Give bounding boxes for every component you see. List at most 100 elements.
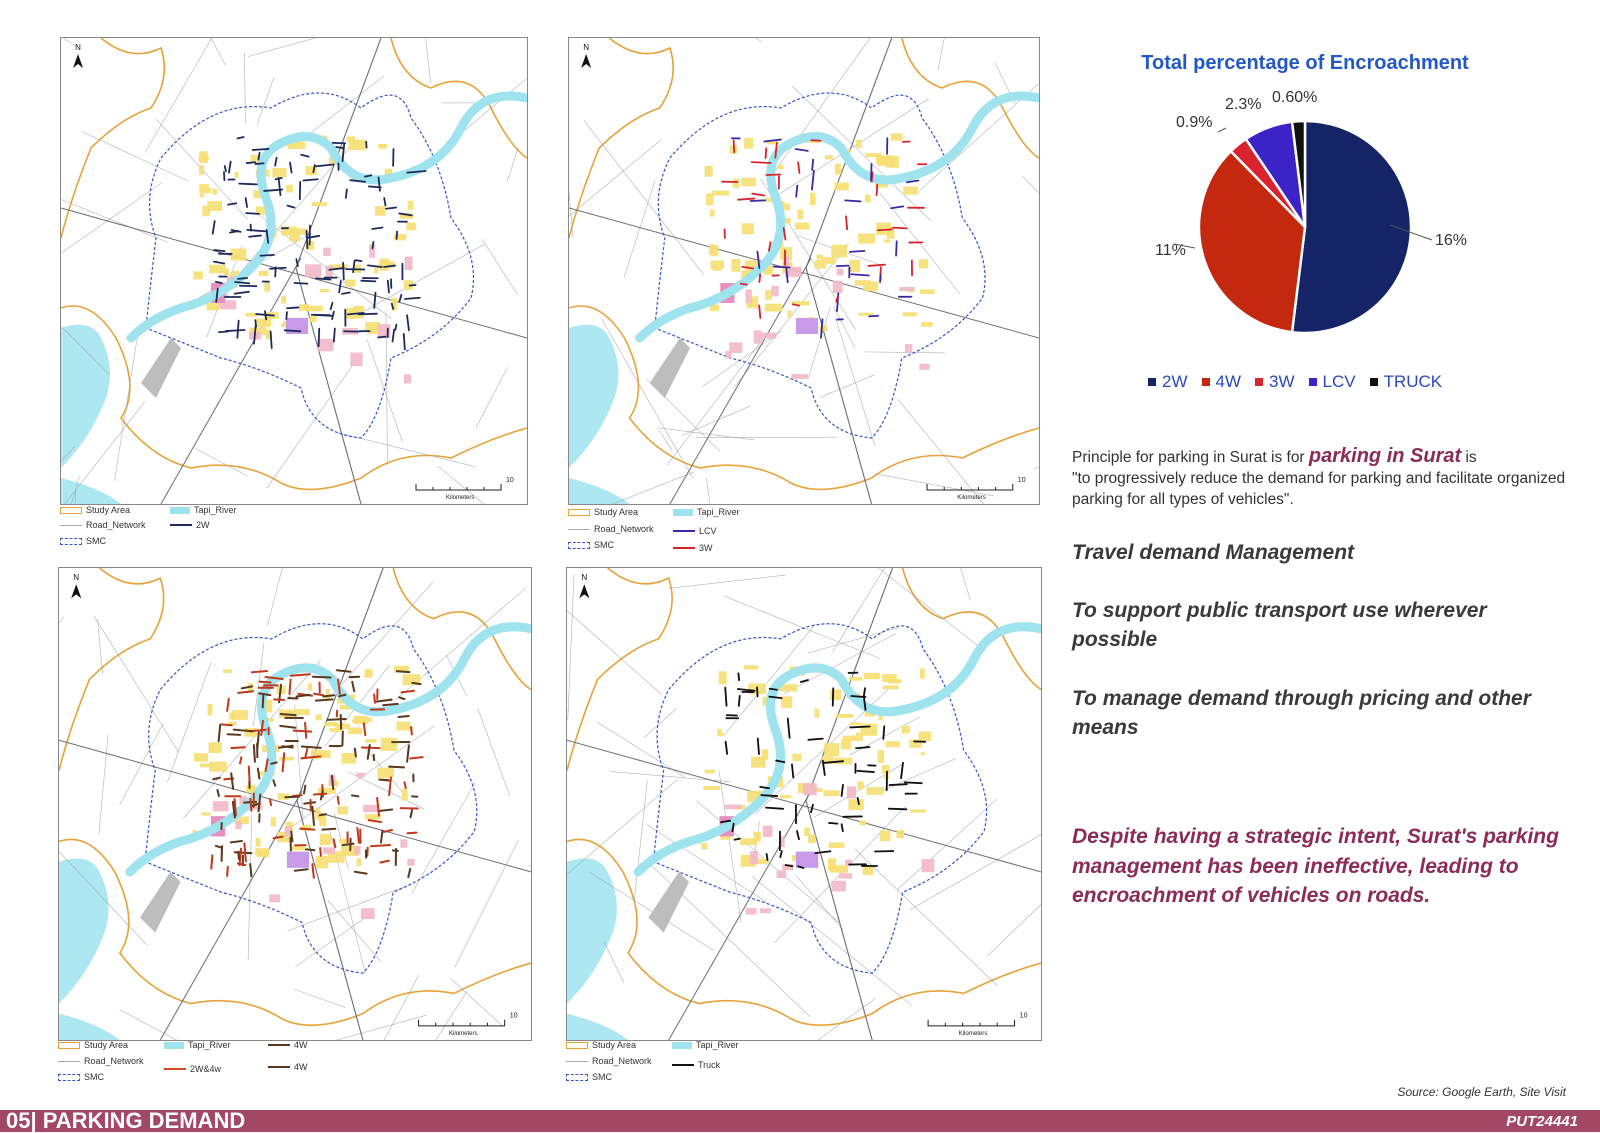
landuse-residential <box>744 665 759 669</box>
landuse-residential <box>903 186 918 194</box>
road-line <box>98 619 103 674</box>
encroachment-segment <box>372 228 382 229</box>
landuse-commercial <box>318 339 334 351</box>
landuse-commercial <box>905 344 912 353</box>
encroachment-segment <box>246 213 259 214</box>
smc-boundary <box>653 624 986 973</box>
encroachment-segment <box>231 747 244 748</box>
encroachment-segment <box>378 337 385 338</box>
encroachment-segment <box>889 809 907 810</box>
landuse-residential <box>843 736 858 741</box>
encroachment-segment <box>384 830 392 832</box>
encroachment-segment <box>726 742 728 754</box>
road-line <box>807 627 900 653</box>
encroachment-segment <box>846 216 847 229</box>
landuse-residential <box>758 859 768 864</box>
landuse-commercial <box>400 839 407 847</box>
encroachment-segment <box>757 687 758 696</box>
encroachment-segment <box>239 184 257 185</box>
encroachment-segment <box>337 670 351 672</box>
encroachment-segment <box>256 163 264 164</box>
encroachment-segment <box>334 839 336 847</box>
encroachment-segment <box>253 149 269 150</box>
north-arrow-icon <box>579 584 589 598</box>
encroachment-segment <box>811 805 813 813</box>
landuse-commercial <box>356 773 365 778</box>
landuse-residential <box>744 138 753 149</box>
legend-layer-2w4w: 2W&4w <box>164 1064 221 1074</box>
encroachment-segment <box>357 828 359 843</box>
encroachment-segment <box>343 145 345 162</box>
encroachment-segment <box>741 284 747 285</box>
encroachment-segment <box>331 303 333 309</box>
encroachment-segment <box>343 263 344 280</box>
study-area-boundary <box>569 38 1039 489</box>
encroachment-segment <box>214 250 224 251</box>
landuse-residential <box>229 713 234 720</box>
encroachment-segment <box>858 798 859 804</box>
legend-tapi-river: Tapi_River <box>170 505 237 515</box>
road-line <box>529 865 531 1002</box>
road-line <box>668 575 785 588</box>
encroachment-segment <box>289 680 290 694</box>
encroachment-segment <box>288 206 295 208</box>
encroachment-segment <box>797 831 799 839</box>
encroachment-segment <box>359 314 377 315</box>
principle-quote: "to progressively reduce the demand for … <box>1072 470 1565 508</box>
highway <box>669 791 811 1040</box>
landuse-commercial <box>847 786 856 798</box>
encroachment-segment <box>758 739 759 755</box>
landuse-residential <box>206 303 219 310</box>
landuse-residential <box>866 787 883 795</box>
encroachment-segment <box>369 820 381 822</box>
encroachment-segment <box>408 833 417 834</box>
encroachment-segment <box>336 147 343 148</box>
landuse-residential <box>823 257 836 264</box>
landuse-commercial <box>803 783 817 795</box>
encroachment-segment <box>280 726 295 728</box>
encroachment-segment <box>319 329 320 347</box>
encroachment-segment <box>786 865 793 866</box>
landuse-residential <box>408 201 414 210</box>
landuse-commercial <box>724 805 741 810</box>
landuse-commercial <box>763 826 773 837</box>
encroachment-segment <box>231 773 233 789</box>
encroachment-segment <box>405 298 420 299</box>
landuse-residential <box>231 249 247 261</box>
landuse-residential <box>919 259 929 268</box>
encroachment-segment <box>343 844 354 845</box>
encroachment-segment <box>893 228 907 229</box>
encroachment-segment <box>250 864 251 876</box>
encroachment-segment <box>300 829 314 830</box>
encroachment-segment <box>815 851 830 853</box>
encroachment-segment <box>249 235 261 236</box>
encroachment-segment <box>235 292 249 294</box>
encroachment-segment <box>878 229 892 230</box>
encroachment-segment <box>229 161 231 172</box>
road-line <box>706 478 723 504</box>
landuse-residential <box>765 290 772 300</box>
road-line <box>478 708 510 796</box>
landuse-residential <box>705 166 713 177</box>
encroachment-segment <box>254 745 255 762</box>
encroachment-segment <box>759 305 760 318</box>
landuse-residential <box>223 669 232 673</box>
landuse-residential <box>296 709 310 715</box>
encroachment-segment <box>393 850 398 851</box>
encroachment-segment <box>259 682 270 683</box>
landuse-commercial <box>729 342 742 353</box>
encroachment-segment <box>784 228 786 240</box>
road-line <box>244 53 245 123</box>
landuse-residential <box>814 708 819 717</box>
road-line <box>61 38 76 47</box>
encroachment-segment <box>247 230 266 232</box>
encroachment-segment <box>211 855 212 868</box>
road-line <box>267 358 358 488</box>
encroachment-segment <box>793 304 799 305</box>
encroachment-segment <box>788 719 790 738</box>
encroachment-segment <box>896 241 897 255</box>
encroachment-segment <box>238 278 247 279</box>
